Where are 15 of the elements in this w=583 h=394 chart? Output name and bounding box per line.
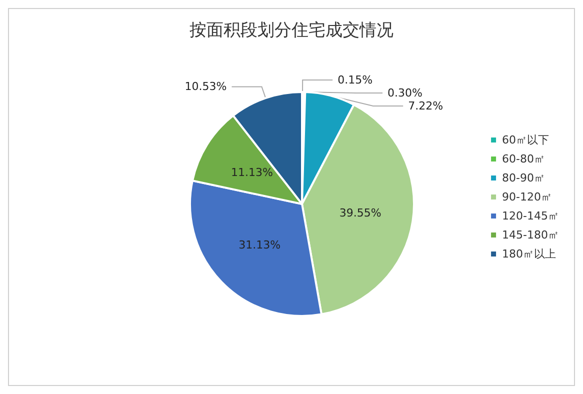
legend-label: 60-80㎡: [502, 152, 546, 166]
legend-label: 145-180㎡: [502, 228, 560, 242]
legend-label: 80-90㎡: [502, 172, 546, 184]
data-label: 11.13%: [231, 166, 273, 180]
chart-title: 按面积段划分住宅成交情况: [190, 20, 394, 40]
data-label: 7.22%: [408, 100, 444, 112]
data-label: 31.13%: [238, 238, 281, 252]
legend-label: 120-145㎡: [502, 210, 560, 222]
data-label: 0.30%: [388, 86, 422, 100]
legend-label: 90-120㎡: [502, 190, 552, 204]
data-label: 0.15%: [338, 74, 373, 86]
legend-label: 180㎡以上: [502, 248, 556, 260]
data-label: 10.53%: [184, 80, 227, 94]
data-label: 39.55%: [339, 206, 382, 220]
legend-label: 60㎡以下: [502, 134, 550, 146]
